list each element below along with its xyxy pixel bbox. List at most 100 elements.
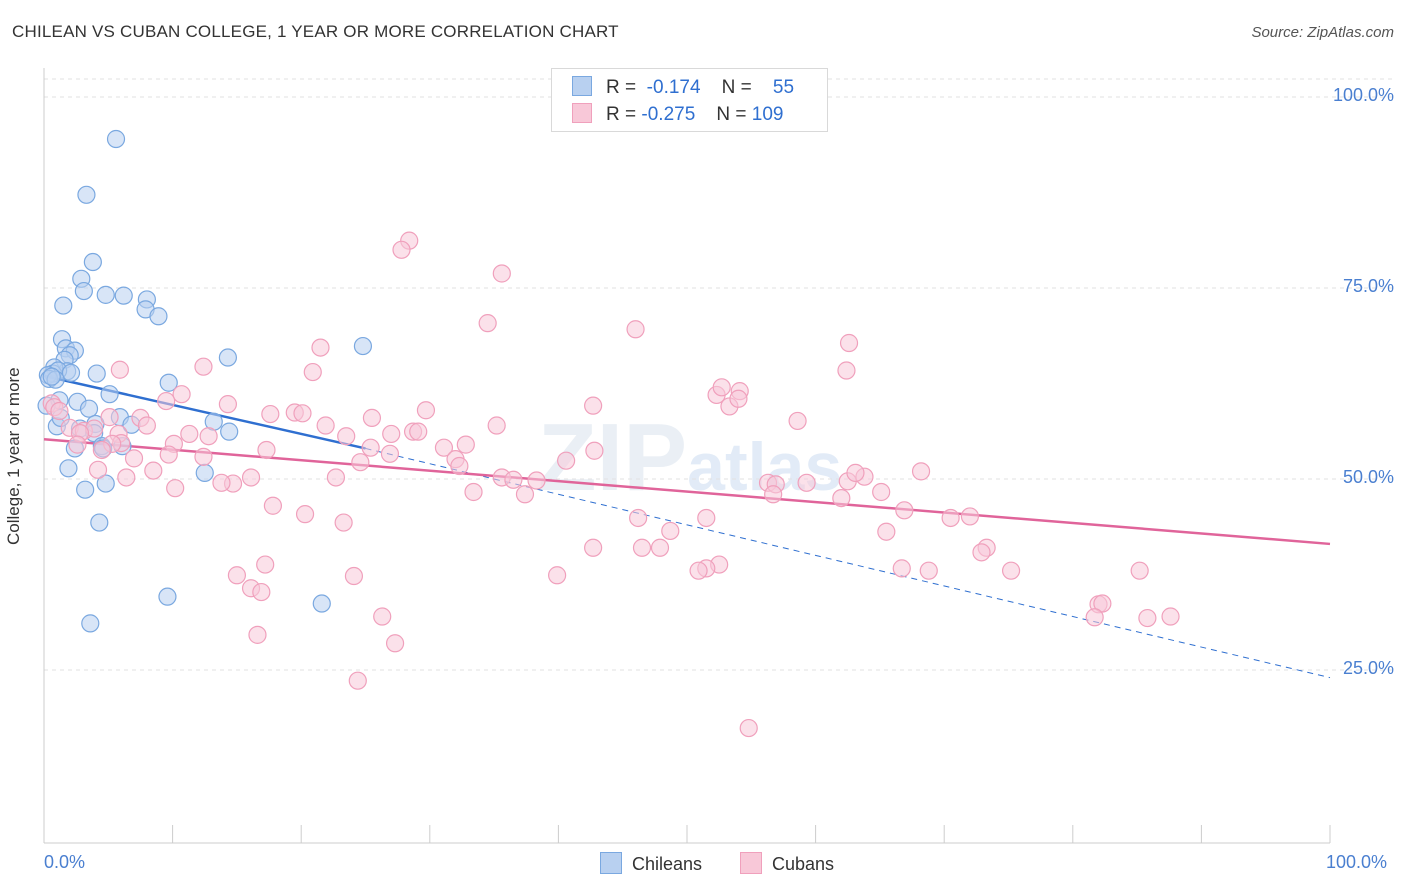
x-tick-min: 0.0% xyxy=(44,852,86,872)
legend-n-value-chileans: 55 xyxy=(772,77,795,98)
point-chileans xyxy=(158,587,177,606)
legend-swatch-cubans xyxy=(572,103,592,123)
point-cubans xyxy=(1138,608,1157,628)
point-cubans xyxy=(252,582,271,602)
point-chileans xyxy=(106,129,126,149)
point-cubans xyxy=(144,461,163,480)
point-cubans xyxy=(515,485,535,504)
point-cubans xyxy=(180,424,199,444)
point-chileans xyxy=(42,367,61,386)
point-cubans xyxy=(88,460,108,479)
bottom-legend-label-chileans: Chileans xyxy=(632,854,703,874)
point-cubans xyxy=(661,521,680,541)
point-chileans xyxy=(81,614,100,633)
point-cubans xyxy=(504,470,523,489)
y-tick-label: 100.0% xyxy=(1332,85,1394,105)
point-cubans xyxy=(697,508,716,528)
x-tick-max: 100.0% xyxy=(1326,852,1388,872)
point-chileans xyxy=(114,286,133,305)
point-cubans xyxy=(159,445,178,464)
point-cubans xyxy=(557,451,576,470)
point-cubans xyxy=(100,408,119,427)
point-cubans xyxy=(839,333,859,353)
point-cubans xyxy=(199,427,218,446)
point-cubans xyxy=(487,416,506,435)
y-tick-label: 75.0% xyxy=(1342,276,1394,296)
point-chileans xyxy=(96,285,115,304)
legend-n-label: N = xyxy=(721,77,752,98)
point-cubans xyxy=(478,314,497,333)
point-chileans xyxy=(59,459,78,478)
point-cubans xyxy=(194,447,213,466)
point-cubans xyxy=(261,404,280,424)
bottom-legend-cubans: Cubans xyxy=(740,852,834,875)
legend-r-label: R = xyxy=(606,77,637,98)
point-cubans xyxy=(361,438,380,457)
point-cubans xyxy=(92,440,111,460)
point-cubans xyxy=(729,389,748,408)
trend-line-cubans xyxy=(43,438,1331,546)
point-cubans xyxy=(344,566,364,586)
point-cubans xyxy=(303,362,322,382)
point-cubans xyxy=(117,468,136,487)
point-cubans xyxy=(110,360,129,379)
point-chileans xyxy=(96,474,115,493)
point-chileans xyxy=(353,336,373,356)
point-cubans xyxy=(919,561,938,580)
point-cubans xyxy=(650,538,670,557)
bottom-legend-chileans: Chileans xyxy=(600,852,702,875)
point-cubans xyxy=(241,468,261,487)
point-cubans xyxy=(194,357,213,376)
point-cubans xyxy=(788,411,807,431)
point-cubans xyxy=(227,566,246,585)
point-cubans xyxy=(1001,561,1021,580)
bottom-legend-swatch-cubans xyxy=(740,852,762,874)
point-chileans xyxy=(87,364,106,383)
point-chileans xyxy=(77,185,96,204)
point-cubans xyxy=(846,463,865,482)
point-cubans xyxy=(689,561,708,580)
point-cubans xyxy=(584,538,603,557)
point-cubans xyxy=(629,508,648,528)
point-cubans xyxy=(832,489,851,508)
legend-n-value-cubans: 109 xyxy=(751,104,784,125)
point-chileans xyxy=(220,422,239,441)
point-cubans xyxy=(548,566,567,585)
point-cubans xyxy=(50,401,69,421)
bottom-legend-label-cubans: Cubans xyxy=(772,854,835,874)
point-chileans xyxy=(61,363,81,382)
point-chileans xyxy=(90,513,109,532)
point-cubans xyxy=(450,456,469,476)
point-cubans xyxy=(434,438,454,457)
point-chileans xyxy=(79,399,99,418)
point-cubans xyxy=(172,385,191,404)
point-cubans xyxy=(157,391,176,411)
axes xyxy=(43,68,1331,844)
point-cubans xyxy=(797,473,816,492)
point-cubans xyxy=(712,378,731,397)
point-cubans xyxy=(392,240,411,259)
point-cubans xyxy=(1161,607,1180,626)
point-cubans xyxy=(877,522,896,541)
point-cubans xyxy=(326,468,346,487)
point-cubans xyxy=(380,444,400,463)
legend-n-label: N = xyxy=(716,104,747,125)
point-cubans xyxy=(348,671,367,690)
point-cubans xyxy=(1085,608,1104,627)
point-cubans xyxy=(911,462,931,481)
point-chileans xyxy=(312,594,331,613)
point-cubans xyxy=(960,507,980,526)
point-cubans xyxy=(382,424,401,444)
point-chileans xyxy=(54,296,73,315)
point-cubans xyxy=(385,634,405,653)
point-cubans xyxy=(585,441,604,460)
point-cubans xyxy=(248,625,267,644)
point-chileans xyxy=(83,252,102,272)
point-cubans xyxy=(837,361,856,380)
point-cubans xyxy=(311,338,330,357)
legend-r-label: R = xyxy=(606,104,637,125)
point-cubans xyxy=(872,482,891,502)
legend-r-value-cubans: -0.275 xyxy=(641,104,696,125)
chart-title: CHILEAN VS CUBAN COLLEGE, 1 YEAR OR MORE… xyxy=(12,22,619,41)
